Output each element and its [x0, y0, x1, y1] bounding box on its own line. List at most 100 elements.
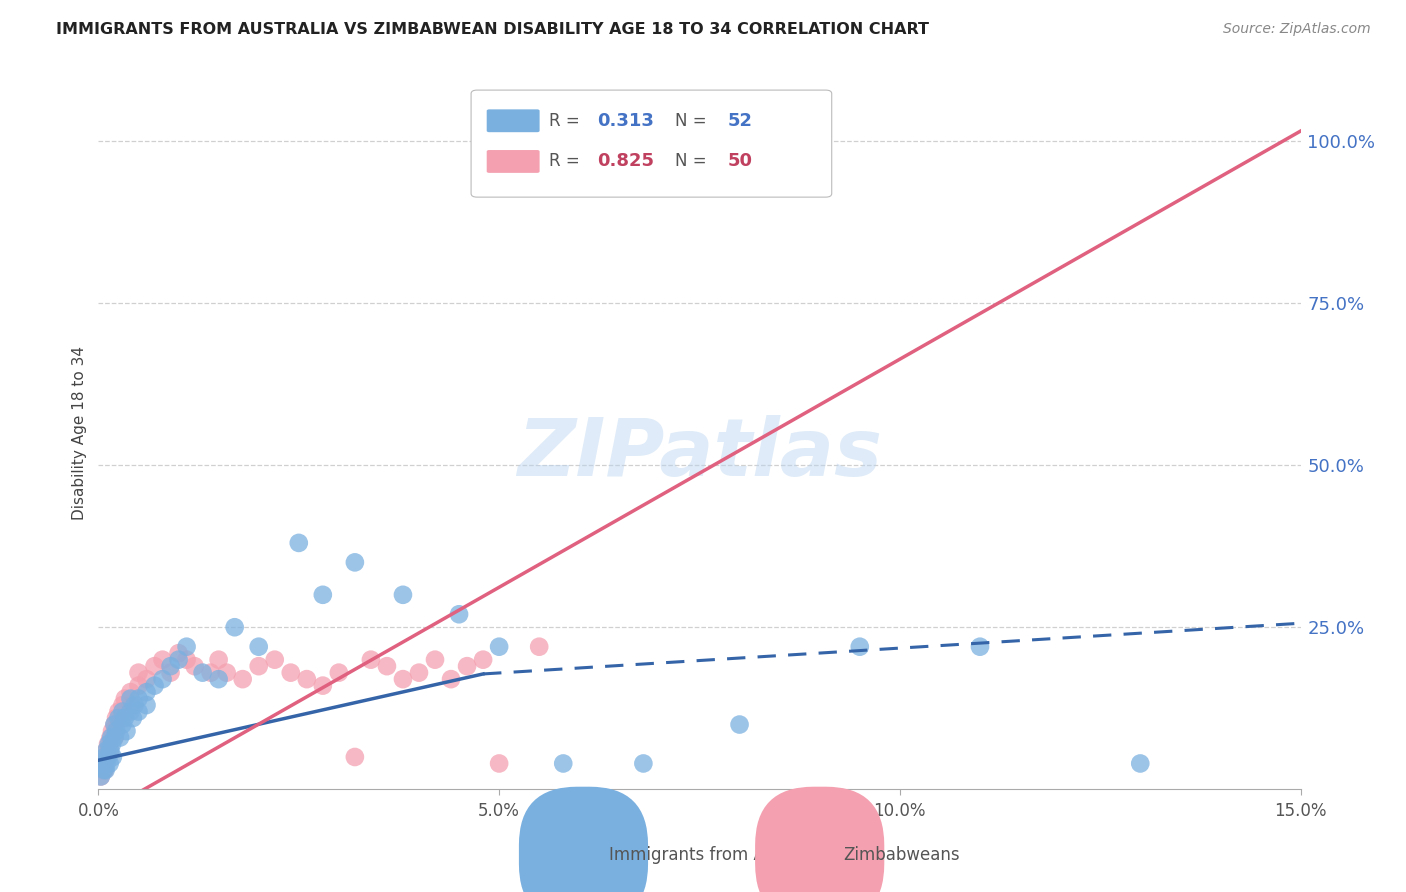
Point — [808, 134, 831, 148]
Point — [360, 653, 382, 667]
Point — [107, 705, 129, 719]
Text: Immigrants from Australia: Immigrants from Australia — [609, 846, 827, 863]
Point — [263, 653, 285, 667]
Point — [328, 665, 350, 680]
Point — [105, 711, 128, 725]
Point — [472, 653, 495, 667]
Text: R =: R = — [550, 112, 585, 129]
Text: Zimbabweans: Zimbabweans — [844, 846, 960, 863]
Point — [280, 665, 302, 680]
Point — [159, 665, 181, 680]
Point — [120, 698, 142, 712]
Text: N =: N = — [675, 112, 713, 129]
Point — [224, 620, 246, 634]
Point — [122, 711, 145, 725]
Point — [312, 588, 335, 602]
Point — [247, 659, 270, 673]
Point — [529, 640, 551, 654]
Point — [111, 698, 134, 712]
Point — [96, 743, 118, 757]
Point — [94, 750, 117, 764]
Point — [135, 672, 157, 686]
Point — [103, 731, 125, 745]
Point — [108, 731, 131, 745]
Point — [101, 750, 124, 764]
Point — [215, 665, 238, 680]
Point — [100, 731, 122, 745]
Point — [120, 691, 142, 706]
Point — [103, 717, 125, 731]
Point — [100, 731, 122, 745]
Point — [120, 685, 142, 699]
Point — [152, 653, 174, 667]
Text: ZIPatlas: ZIPatlas — [517, 415, 882, 493]
Point — [392, 588, 415, 602]
Point — [101, 737, 124, 751]
Point — [1129, 756, 1152, 771]
Point — [94, 763, 117, 777]
Y-axis label: Disability Age 18 to 34: Disability Age 18 to 34 — [72, 345, 87, 520]
Point — [135, 685, 157, 699]
Point — [633, 756, 655, 771]
Point — [143, 679, 166, 693]
Point — [200, 665, 222, 680]
FancyBboxPatch shape — [471, 90, 832, 197]
Point — [408, 665, 430, 680]
Point — [97, 750, 120, 764]
Text: N =: N = — [675, 153, 713, 170]
Point — [128, 679, 150, 693]
Point — [91, 756, 114, 771]
Point — [128, 691, 150, 706]
Point — [97, 737, 120, 751]
Point — [343, 750, 366, 764]
Point — [101, 724, 124, 739]
FancyBboxPatch shape — [486, 150, 540, 173]
Point — [423, 653, 446, 667]
Point — [98, 756, 121, 771]
Point — [93, 756, 115, 771]
Point — [97, 737, 120, 751]
Point — [96, 743, 118, 757]
Point — [167, 646, 190, 660]
Text: R =: R = — [550, 153, 585, 170]
Text: 0.825: 0.825 — [598, 153, 654, 170]
Point — [969, 640, 991, 654]
Point — [176, 640, 198, 654]
Point — [191, 665, 214, 680]
Point — [167, 653, 190, 667]
Point — [375, 659, 398, 673]
Point — [93, 763, 115, 777]
Point — [103, 731, 125, 745]
Point — [111, 711, 134, 725]
Point — [456, 659, 478, 673]
Point — [392, 672, 415, 686]
Point — [488, 640, 510, 654]
Point — [111, 705, 134, 719]
Point — [107, 711, 129, 725]
Point — [100, 743, 122, 757]
Point — [295, 672, 318, 686]
Point — [103, 717, 125, 731]
Point — [553, 756, 575, 771]
Text: Source: ZipAtlas.com: Source: ZipAtlas.com — [1223, 22, 1371, 37]
Point — [152, 672, 174, 686]
Point — [288, 536, 311, 550]
Point — [128, 705, 150, 719]
Point — [232, 672, 254, 686]
Point — [90, 769, 112, 783]
Point — [96, 750, 118, 764]
Point — [440, 672, 463, 686]
Point — [111, 717, 134, 731]
Point — [124, 698, 146, 712]
Point — [312, 679, 335, 693]
Point — [343, 555, 366, 569]
Text: 0.313: 0.313 — [598, 112, 654, 129]
Point — [94, 763, 117, 777]
Point — [849, 640, 872, 654]
Point — [247, 640, 270, 654]
Point — [488, 756, 510, 771]
Text: 50: 50 — [727, 153, 752, 170]
Point — [447, 607, 470, 622]
Point — [105, 724, 128, 739]
Point — [728, 717, 751, 731]
